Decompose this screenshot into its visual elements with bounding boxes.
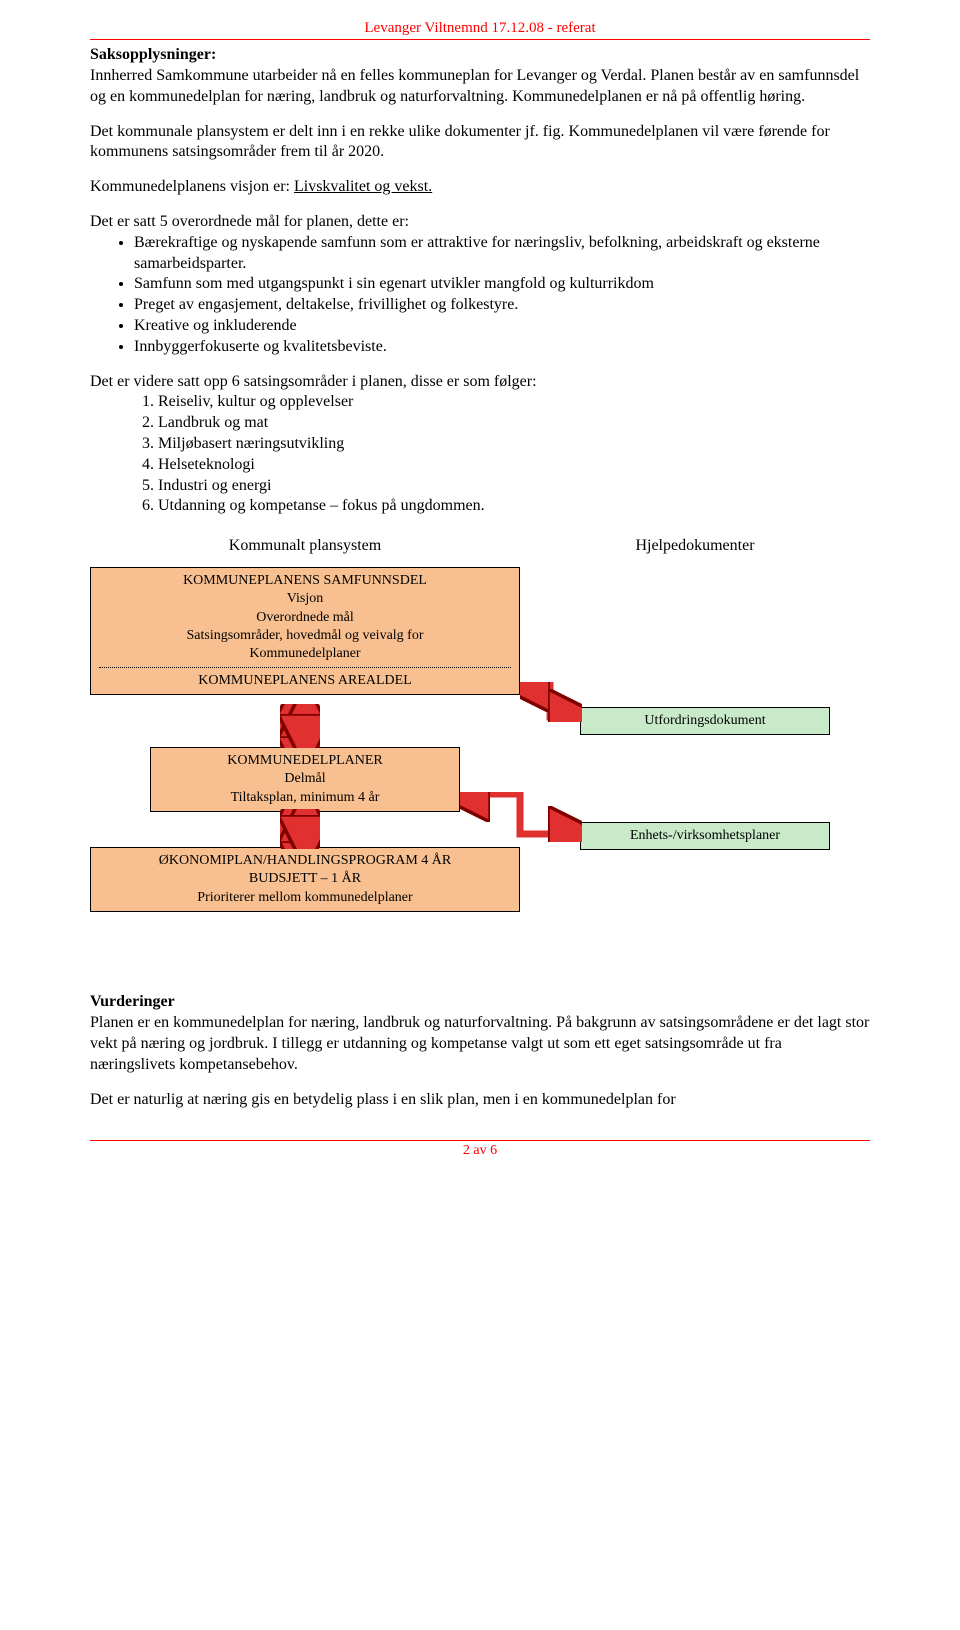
text: Visjon — [97, 590, 513, 608]
paragraph: Planen er en kommunedelplan for næring, … — [90, 1013, 870, 1075]
text: Overordnede mål — [97, 609, 513, 627]
list-item: Reiseliv, kultur og opplevelser — [158, 392, 870, 413]
list-item: Industri og energi — [158, 476, 870, 497]
text: Enhets-/virksomhetsplaner — [587, 827, 823, 845]
box-utfordringsdokument: Utfordringsdokument — [580, 707, 830, 735]
text: Prioriterer mellom kommunedelplaner — [97, 889, 513, 907]
arrow-icon — [520, 682, 582, 722]
section-title-saksopplysninger: Saksopplysninger: — [90, 46, 870, 64]
box-kommuneplan-samfunnsdel: KOMMUNEPLANENS SAMFUNNSDEL Visjon Overor… — [90, 567, 520, 695]
box-kommunedelplaner: KOMMUNEDELPLANER Delmål Tiltaksplan, min… — [150, 747, 460, 812]
paragraph: Innherred Samkommune utarbeider nå en fe… — [90, 66, 870, 108]
arrow-icon — [280, 704, 320, 748]
text: Satsingsområder, hovedmål og veivalg for — [97, 627, 513, 645]
section-title-vurderinger: Vurderinger — [90, 993, 870, 1011]
list-item: Helseteknologi — [158, 455, 870, 476]
text: KOMMUNEPLANENS SAMFUNNSDEL — [97, 572, 513, 590]
text: Utfordringsdokument — [587, 712, 823, 730]
numbered-list: Reiseliv, kultur og opplevelser Landbruk… — [90, 392, 870, 517]
text: ØKONOMIPLAN/HANDLINGSPROGRAM 4 ÅR — [97, 852, 513, 870]
diagram-title-left: Kommunalt plansystem — [90, 537, 520, 555]
paragraph: Det er naturlig at næring gis en betydel… — [90, 1090, 870, 1111]
page-footer: 2 av 6 — [90, 1140, 870, 1159]
box-enhets-virksomhetsplaner: Enhets-/virksomhetsplaner — [580, 822, 830, 850]
list-item: Innbyggerfokuserte og kvalitetsbeviste. — [134, 337, 870, 358]
list-item: Preget av engasjement, deltakelse, frivi… — [134, 295, 870, 316]
divider — [99, 667, 511, 668]
paragraph: Det er videre satt opp 6 satsingsområder… — [90, 372, 870, 393]
arrow-icon — [460, 792, 582, 842]
list-item: Samfunn som med utgangspunkt i sin egena… — [134, 274, 870, 295]
bullet-list: Bærekraftige og nyskapende samfunn som e… — [90, 233, 870, 358]
list-item: Utdanning og kompetanse – fokus på ungdo… — [158, 496, 870, 517]
arrow-icon — [280, 809, 320, 849]
list-item: Landbruk og mat — [158, 413, 870, 434]
text: Kommunedelplaner — [97, 645, 513, 663]
text: KOMMUNEDELPLANER — [157, 752, 453, 770]
text: BUDSJETT – 1 ÅR — [97, 870, 513, 888]
text: Delmål — [157, 770, 453, 788]
list-item: Bærekraftige og nyskapende samfunn som e… — [134, 233, 870, 275]
box-okonomiplan: ØKONOMIPLAN/HANDLINGSPROGRAM 4 ÅR BUDSJE… — [90, 847, 520, 912]
list-item: Kreative og inkluderende — [134, 316, 870, 337]
text: Tiltaksplan, minimum 4 år — [157, 789, 453, 807]
paragraph: Kommunedelplanens visjon er: Livskvalite… — [90, 177, 870, 198]
plansystem-diagram: Kommunalt plansystem Hjelpedokumenter KO… — [90, 537, 870, 957]
list-item: Miljøbasert næringsutvikling — [158, 434, 870, 455]
text: KOMMUNEPLANENS AREALDEL — [97, 672, 513, 690]
paragraph: Det er satt 5 overordnede mål for planen… — [90, 212, 870, 233]
text-underline: Livskvalitet og vekst. — [294, 178, 432, 195]
text: Kommunedelplanens visjon er: — [90, 178, 294, 195]
paragraph: Det kommunale plansystem er delt inn i e… — [90, 122, 870, 164]
page-header: Levanger Viltnemnd 17.12.08 - referat — [90, 20, 870, 40]
diagram-title-right: Hjelpedokumenter — [520, 537, 870, 555]
